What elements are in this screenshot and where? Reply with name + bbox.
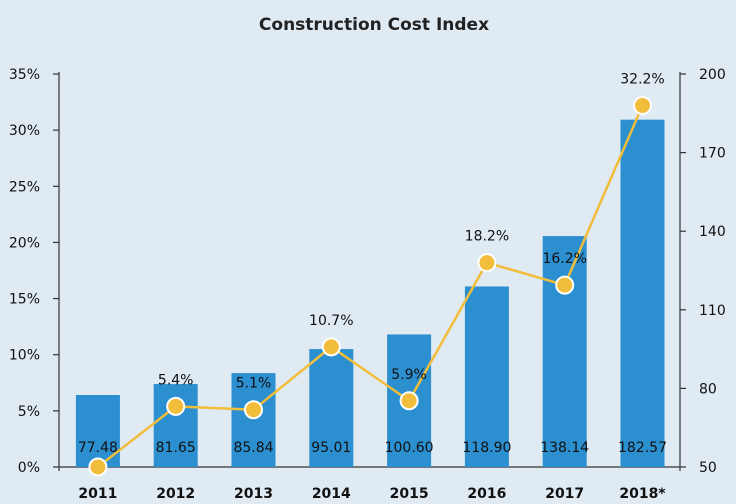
bars-layer	[75, 119, 665, 468]
bar	[309, 349, 354, 467]
growth-label: 10.7%	[309, 313, 353, 329]
left-tick-label: 10%	[9, 348, 40, 364]
bar-value-label: 118.90	[462, 440, 511, 456]
right-tick-label: 50	[699, 460, 717, 476]
bar	[542, 236, 587, 467]
right-tick-label: 110	[699, 303, 726, 319]
left-tick-label: 25%	[9, 179, 40, 195]
x-tick-label: 2015	[390, 486, 429, 502]
bar-value-label: 81.65	[156, 440, 196, 456]
left-tick-label: 30%	[9, 123, 40, 139]
left-tick-label: 35%	[9, 67, 40, 83]
bar-value-label: 182.57	[618, 440, 667, 456]
bar	[464, 286, 509, 467]
x-tick-label: 2017	[545, 486, 584, 502]
growth-label: 18.2%	[465, 229, 509, 245]
growth-line	[97, 104, 644, 468]
growth-point	[88, 457, 108, 477]
growth-point	[244, 400, 263, 420]
bar-value-label: 77.48	[78, 440, 118, 456]
growth-point	[555, 275, 575, 295]
bar-value-label: 85.84	[233, 440, 273, 456]
growth-label: 16.2%	[542, 251, 586, 267]
x-tick-label: 2014	[312, 486, 351, 502]
bar	[620, 119, 665, 468]
bar-value-label: 138.14	[540, 440, 589, 456]
chart-title: Construction Cost Index	[259, 15, 489, 35]
left-tick-label: 0%	[18, 460, 40, 476]
right-tick-label: 170	[699, 146, 726, 162]
x-tick-label: 2012	[156, 486, 195, 502]
left-tick-label: 5%	[18, 404, 40, 420]
bar	[231, 373, 276, 467]
left-tick-label: 20%	[9, 235, 40, 251]
growth-label: 5.4%	[158, 372, 194, 388]
x-tick-label: 2013	[234, 486, 273, 502]
x-tick-label: 2018*	[619, 486, 666, 502]
right-tick-label: 80	[699, 381, 717, 397]
bar-value-label: 100.60	[385, 440, 434, 456]
x-tick-label: 2016	[467, 486, 506, 502]
x-tick-label: 2011	[78, 486, 117, 502]
growth-label: 32.2%	[620, 71, 664, 87]
left-tick-label: 15%	[9, 292, 40, 308]
line-layer	[88, 95, 652, 477]
growth-point	[166, 396, 186, 416]
right-tick-label: 140	[699, 224, 726, 240]
growth-point	[321, 337, 341, 357]
growth-label: 5.1%	[236, 376, 272, 392]
growth-point	[633, 95, 652, 115]
right-tick-label: 200	[699, 67, 726, 83]
growth-point	[399, 391, 419, 411]
growth-point	[477, 253, 497, 273]
bar-value-label: 95.01	[311, 440, 351, 456]
labels-layer: 2011 2012 2013 2014 2015 2016 2017 2018* 77.48 81…	[78, 71, 667, 502]
growth-label: 5.9%	[391, 367, 427, 383]
